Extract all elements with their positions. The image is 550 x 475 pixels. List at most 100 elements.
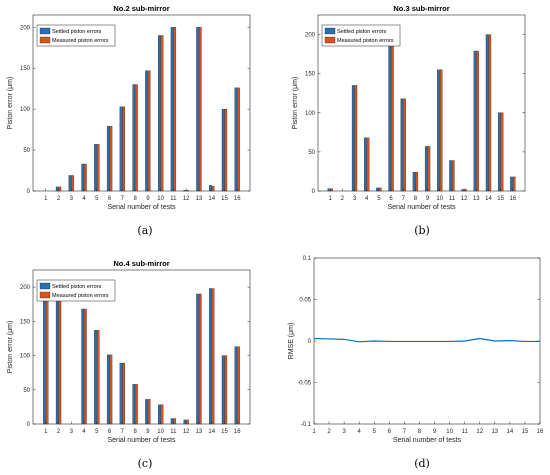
- bar-settled: [132, 384, 136, 425]
- x-tick-label: 15: [522, 429, 529, 435]
- y-tick-label: 150: [305, 72, 316, 78]
- legend-entry: Settled piston errors: [52, 284, 101, 290]
- bar-settled: [132, 84, 136, 192]
- x-tick-label: 13: [491, 429, 498, 435]
- bar-settled: [351, 85, 355, 192]
- y-tick-label: 150: [20, 319, 31, 325]
- bar-settled: [81, 308, 85, 425]
- bar-measured: [45, 286, 49, 425]
- x-tick-label: 3: [70, 196, 74, 202]
- bar-measured: [488, 34, 492, 192]
- bar-settled: [388, 42, 392, 192]
- bar-settled: [209, 185, 212, 192]
- x-tick-label: 2: [57, 196, 61, 202]
- bar-settled: [94, 330, 97, 425]
- bar-settled: [473, 50, 477, 192]
- bar-measured: [58, 300, 62, 425]
- x-tick-label: 8: [133, 429, 137, 435]
- bar-settled: [119, 362, 123, 425]
- bar-measured: [186, 190, 189, 192]
- bar-measured: [237, 346, 240, 425]
- x-tick-label: 6: [108, 429, 112, 435]
- chart-title: No.3 sub-mirror: [393, 4, 449, 13]
- legend-swatch: [39, 27, 51, 35]
- bar-measured: [378, 187, 382, 192]
- x-tick-label: 14: [507, 429, 514, 435]
- bar-measured: [354, 85, 358, 192]
- legend-swatch: [39, 291, 51, 299]
- x-tick-label: 15: [497, 196, 504, 202]
- x-tick-label: 1: [44, 196, 48, 202]
- bar-settled: [412, 172, 416, 192]
- x-tick-label: 3: [342, 429, 346, 435]
- panel-caption: (c): [138, 457, 153, 470]
- x-tick-label: 14: [485, 196, 492, 202]
- bar-measured: [135, 84, 138, 192]
- x-tick-label: 2: [57, 429, 61, 435]
- bar-measured: [186, 419, 189, 425]
- bar-settled: [485, 34, 489, 192]
- x-tick-label: 13: [196, 429, 203, 435]
- bar-settled: [145, 399, 148, 425]
- x-tick-label: 2: [341, 196, 345, 202]
- bar-settled: [437, 69, 440, 192]
- x-tick-label: 1: [44, 429, 48, 435]
- bar-measured: [512, 176, 516, 192]
- y-tick-label: 200: [20, 25, 31, 31]
- bar-settled: [449, 160, 452, 192]
- bar-measured: [71, 175, 74, 192]
- x-axis-label: Serial number of tests: [107, 437, 176, 444]
- x-tick-label: 2: [327, 429, 331, 435]
- y-tick-label: 50: [23, 388, 30, 394]
- x-tick-label: 16: [234, 429, 241, 435]
- x-tick-label: 10: [446, 429, 453, 435]
- bar-measured: [173, 418, 177, 425]
- legend-swatch: [324, 36, 336, 44]
- x-tick-label: 5: [373, 429, 377, 435]
- legend-swatch: [39, 36, 51, 44]
- bar-measured: [198, 27, 202, 192]
- y-tick-label: 100: [20, 107, 31, 113]
- x-tick-label: 6: [108, 196, 112, 202]
- chart-title: No.4 sub-mirror: [113, 259, 169, 268]
- bar-settled: [170, 27, 174, 192]
- legend-entry: Measured piston errors: [337, 38, 394, 44]
- bar-settled: [364, 137, 367, 192]
- panel-caption: (b): [414, 224, 430, 237]
- bar-measured: [237, 87, 240, 192]
- x-tick-label: 5: [95, 429, 99, 435]
- bar-measured: [84, 163, 87, 192]
- x-tick-label: 7: [121, 196, 125, 202]
- y-tick-label: -0.05: [297, 381, 311, 387]
- y-tick-label: 0.1: [303, 256, 312, 262]
- bar-measured: [96, 144, 100, 192]
- y-axis-label: RMSE (μm): [288, 323, 295, 360]
- x-tick-label: 4: [82, 196, 86, 202]
- y-axis-label: Piston error (μm): [292, 77, 299, 130]
- x-tick-label: 3: [70, 429, 74, 435]
- bar-settled: [424, 146, 428, 192]
- bar-settled: [43, 286, 46, 425]
- x-tick-label: 8: [414, 196, 418, 202]
- x-tick-label: 12: [461, 196, 468, 202]
- chart-title: No.2 sub-mirror: [113, 4, 169, 13]
- bar-settled: [221, 355, 225, 425]
- bar-measured: [147, 399, 151, 425]
- x-tick-label: 11: [170, 196, 177, 202]
- legend-box: [36, 279, 116, 302]
- x-tick-label: 6: [389, 196, 393, 202]
- bar-settled: [145, 70, 148, 192]
- legend-entry: Settled piston errors: [52, 29, 101, 35]
- legend-entry: Measured piston errors: [52, 38, 109, 44]
- x-tick-label: 15: [221, 429, 228, 435]
- bar-settled: [209, 288, 212, 425]
- x-tick-label: 16: [537, 429, 544, 435]
- bar-settled: [119, 106, 123, 192]
- bar-measured: [160, 404, 164, 425]
- x-tick-label: 3: [353, 196, 357, 202]
- bar-settled: [221, 108, 225, 192]
- bar-measured: [211, 185, 215, 192]
